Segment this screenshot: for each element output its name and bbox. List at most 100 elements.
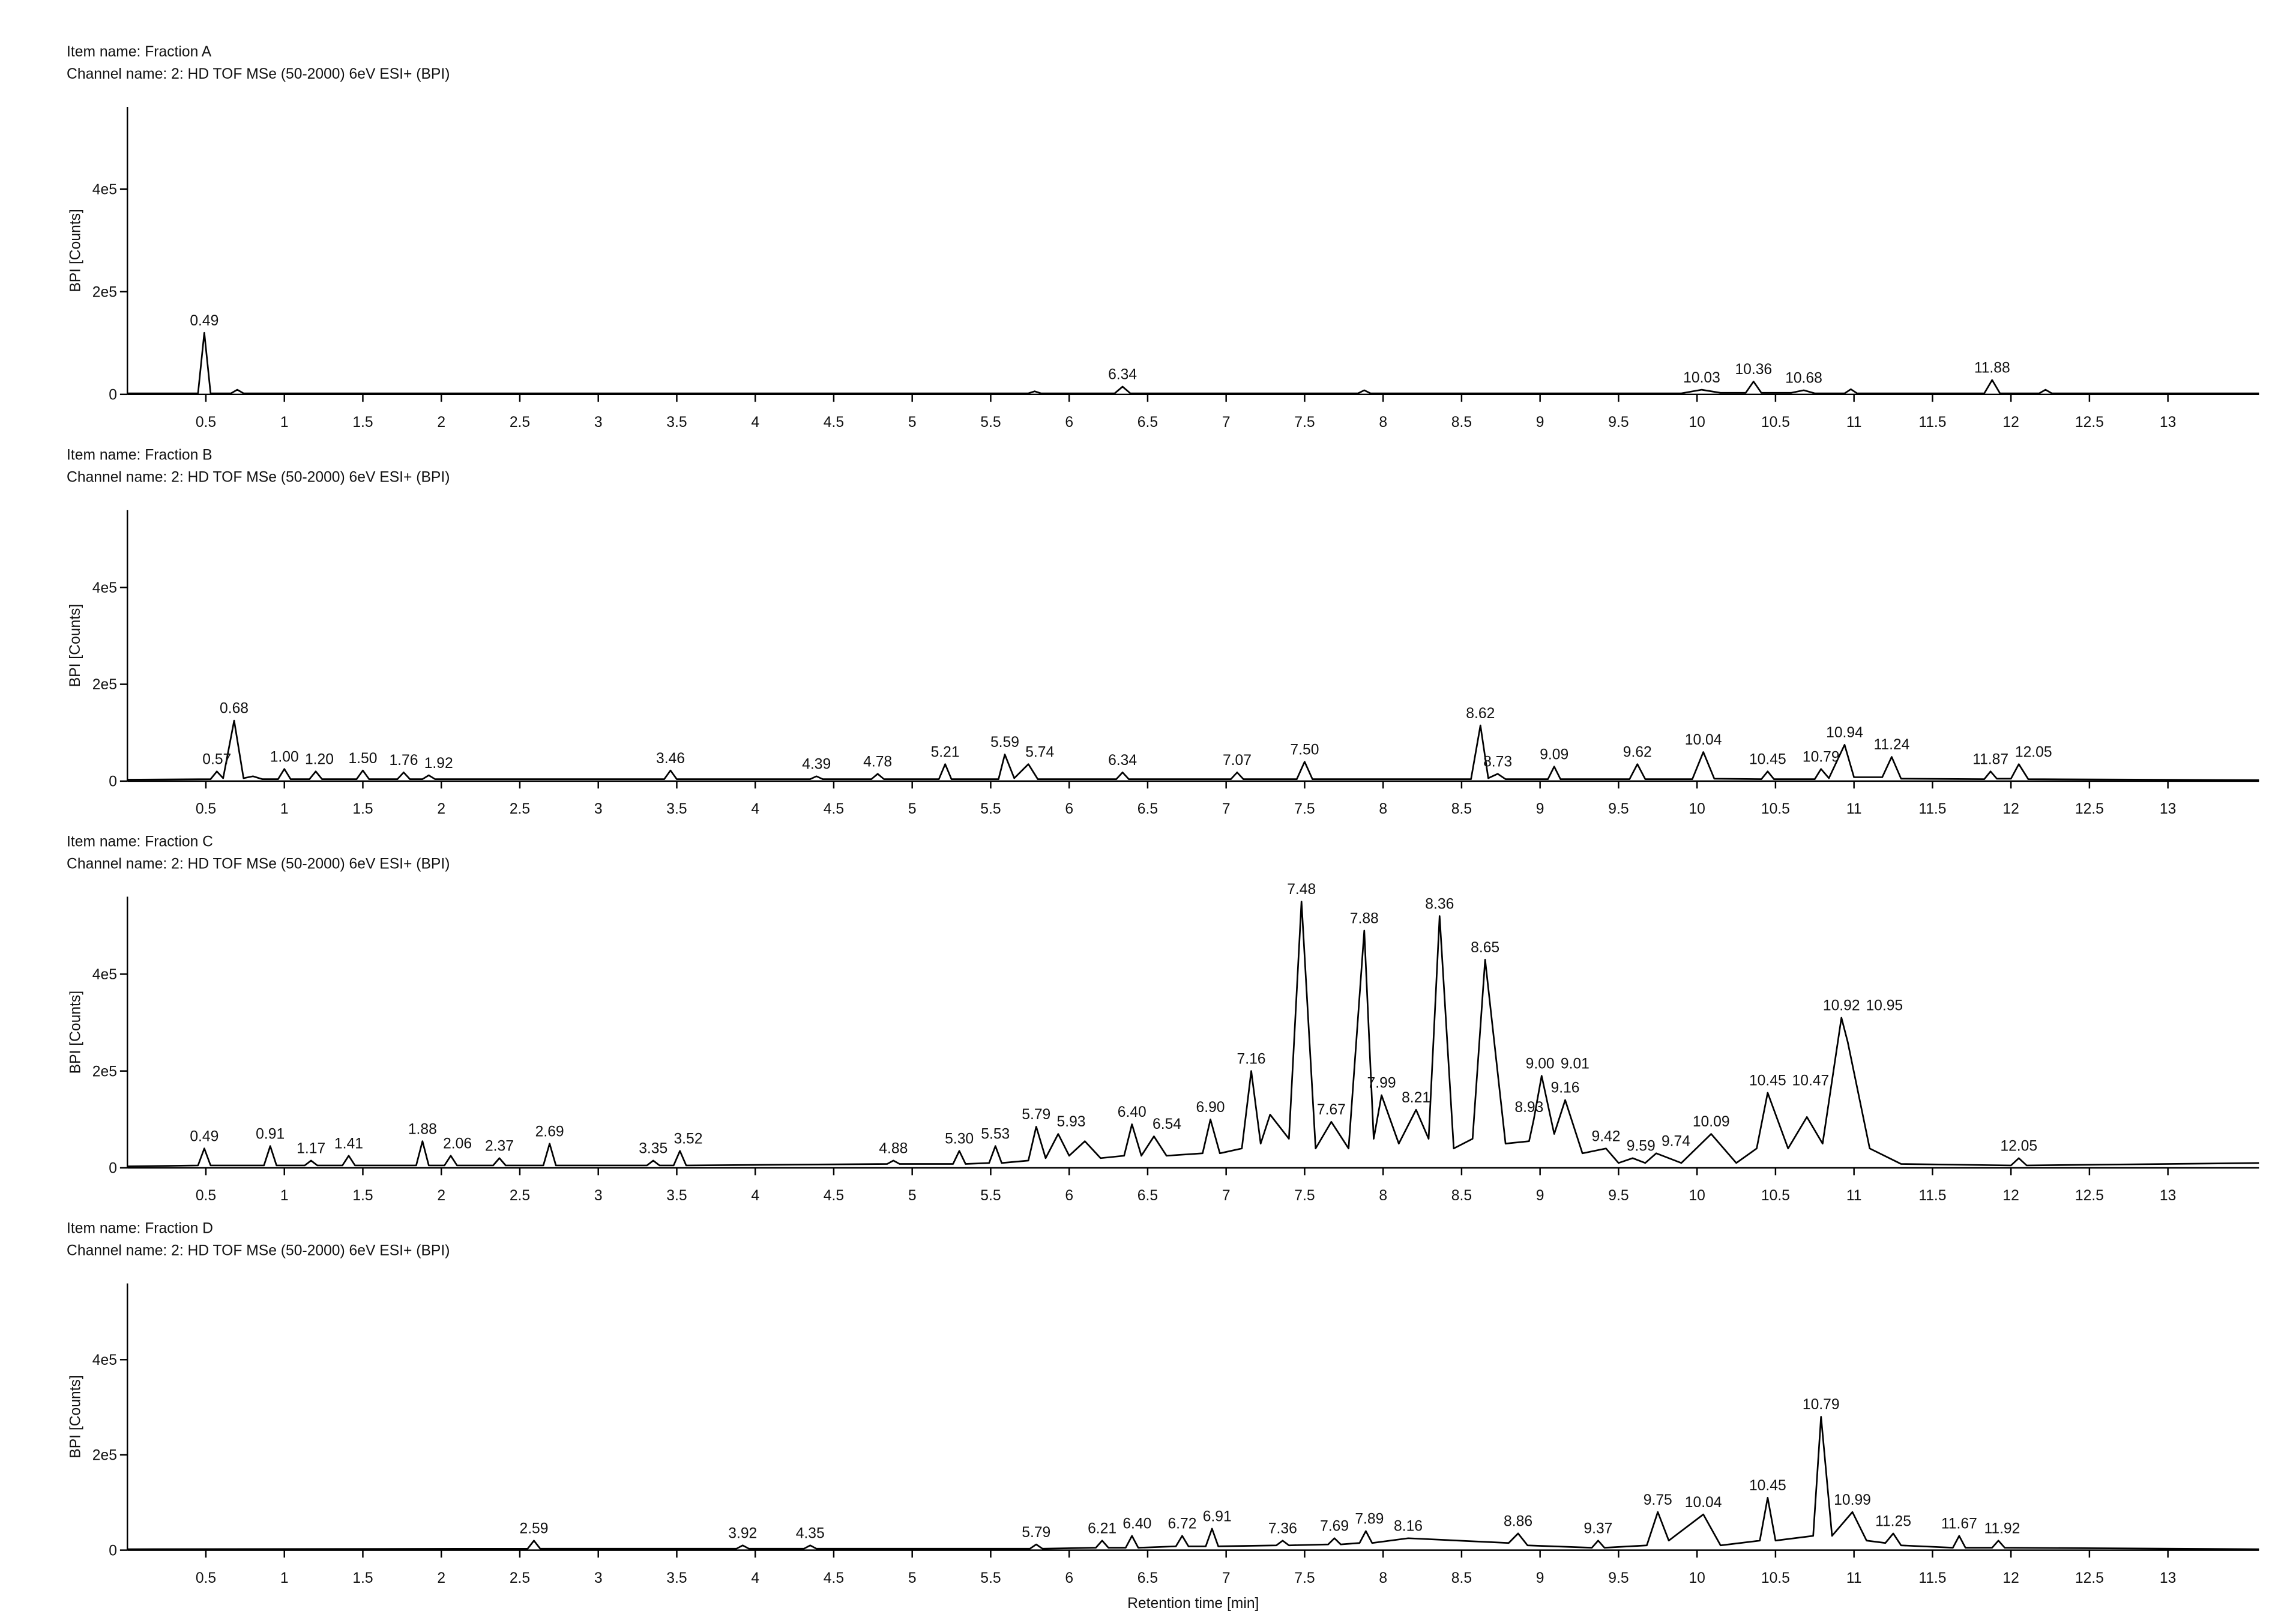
channel-name: Channel name: 2: HD TOF MSe (50-2000) 6e… <box>67 856 450 872</box>
x-tick-label: 8 <box>1379 801 1387 817</box>
y-axis-label: BPI [Counts] <box>67 209 83 292</box>
x-tick-label: 5.5 <box>980 1570 1001 1586</box>
trace-line <box>127 901 2259 1167</box>
peak-label: 7.48 <box>1287 881 1316 898</box>
peak-label: 12.05 <box>2000 1138 2037 1154</box>
peak-label: 7.99 <box>1367 1075 1396 1092</box>
x-tick-label: 10 <box>1689 414 1705 431</box>
x-tick-label: 0.5 <box>196 414 216 431</box>
trace-line <box>127 331 2259 394</box>
peak-label: 11.67 <box>1941 1516 1977 1532</box>
x-tick-label: 12 <box>2002 801 2019 817</box>
x-tick-label: 8 <box>1379 1188 1387 1204</box>
x-tick-label: 2.5 <box>510 801 530 817</box>
x-tick-label: 10.5 <box>1761 1188 1790 1204</box>
peak-label: 9.16 <box>1551 1080 1580 1096</box>
x-tick-label: 1.5 <box>352 414 373 431</box>
x-tick-label: 3 <box>594 1188 603 1204</box>
x-tick-label: 8 <box>1379 414 1387 431</box>
y-tick-label: 0 <box>109 1543 117 1559</box>
peak-label: 10.94 <box>1826 725 1863 741</box>
x-tick-label: 1.5 <box>352 1570 373 1586</box>
peak-label: 10.04 <box>1685 732 1722 748</box>
trace-line <box>127 1416 2259 1550</box>
x-tick-label: 4.5 <box>824 801 844 817</box>
x-tick-label: 10.5 <box>1761 1570 1790 1586</box>
x-tick-label: 2 <box>437 414 445 431</box>
x-tick-label: 11 <box>1846 801 1862 817</box>
x-tick-label: 6 <box>1065 1188 1073 1204</box>
x-tick-label: 9 <box>1536 1570 1544 1586</box>
x-tick-label: 12 <box>2002 414 2019 431</box>
peak-label: 5.74 <box>1025 744 1054 760</box>
peak-label: 6.54 <box>1153 1116 1181 1132</box>
x-tick-label: 5 <box>908 414 917 431</box>
x-tick-label: 9.5 <box>1608 414 1629 431</box>
x-tick-label: 10.5 <box>1761 801 1790 817</box>
item-name: Item name: Fraction B <box>67 447 212 463</box>
peak-label: 10.79 <box>1803 1397 1840 1413</box>
peak-label: 1.17 <box>297 1141 325 1157</box>
peak-label: 2.06 <box>443 1135 472 1152</box>
peak-label: 10.03 <box>1683 370 1720 386</box>
x-tick-label: 9.5 <box>1608 1570 1629 1586</box>
peak-label: 7.89 <box>1355 1511 1384 1528</box>
peak-label: 0.57 <box>202 751 231 767</box>
peak-label: 7.36 <box>1268 1520 1297 1537</box>
y-tick-label: 4e5 <box>92 181 117 198</box>
x-tick-label: 6 <box>1065 1570 1073 1586</box>
x-tick-label: 6.5 <box>1137 801 1158 817</box>
x-tick-label: 4 <box>751 1570 759 1586</box>
peak-label: 6.40 <box>1122 1516 1151 1532</box>
x-tick-label: 7.5 <box>1294 1570 1315 1586</box>
peak-label: 3.52 <box>673 1131 702 1147</box>
peak-label: 7.67 <box>1317 1102 1346 1118</box>
peak-label: 5.21 <box>931 744 960 760</box>
y-tick-label: 4e5 <box>92 967 117 983</box>
x-tick-label: 12.5 <box>2075 801 2104 817</box>
item-name: Item name: Fraction A <box>67 44 212 60</box>
x-tick-label: 13 <box>2160 1188 2176 1204</box>
peak-label: 4.39 <box>802 756 831 772</box>
peak-label: 2.37 <box>485 1138 514 1154</box>
peak-label: 3.92 <box>728 1525 757 1541</box>
peak-label: 1.88 <box>408 1121 437 1137</box>
peak-label: 8.16 <box>1394 1518 1423 1534</box>
x-tick-label: 11 <box>1846 1570 1862 1586</box>
y-tick-label: 4e5 <box>92 1352 117 1368</box>
peak-label: 10.45 <box>1749 751 1786 767</box>
x-tick-label: 6.5 <box>1137 1570 1158 1586</box>
x-tick-label: 2 <box>437 1570 445 1586</box>
x-tick-label: 10 <box>1689 1570 1705 1586</box>
peak-label: 9.00 <box>1526 1056 1555 1072</box>
x-tick-label: 5 <box>908 801 917 817</box>
x-tick-label: 1.5 <box>352 1188 373 1204</box>
x-tick-label: 3 <box>594 801 603 817</box>
peak-label: 11.24 <box>1873 737 1909 753</box>
x-tick-label: 11 <box>1846 1188 1862 1204</box>
peak-label: 8.62 <box>1466 706 1495 722</box>
x-tick-label: 1 <box>280 1570 289 1586</box>
x-tick-label: 6.5 <box>1137 414 1158 431</box>
x-tick-label: 12 <box>2002 1188 2019 1204</box>
x-tick-label: 6.5 <box>1137 1188 1158 1204</box>
peak-label: 6.72 <box>1168 1516 1196 1532</box>
x-tick-label: 13 <box>2160 414 2176 431</box>
x-tick-label: 3.5 <box>666 414 687 431</box>
x-tick-label: 3.5 <box>666 1570 687 1586</box>
x-tick-label: 9.5 <box>1608 1188 1629 1204</box>
x-tick-label: 2.5 <box>510 1188 530 1204</box>
peak-label: 3.46 <box>656 751 685 767</box>
y-tick-label: 2e5 <box>92 677 117 693</box>
peak-label: 10.09 <box>1693 1114 1730 1130</box>
peak-label: 0.49 <box>190 313 218 329</box>
x-tick-label: 0.5 <box>196 1570 216 1586</box>
y-tick-label: 2e5 <box>92 1448 117 1464</box>
peak-label: 6.21 <box>1088 1520 1116 1537</box>
peak-label: 10.36 <box>1735 361 1772 378</box>
peak-label: 0.68 <box>220 701 249 717</box>
peak-label: 10.45 <box>1749 1073 1786 1089</box>
peak-label: 6.34 <box>1108 367 1137 383</box>
peak-label: 12.05 <box>2015 744 2052 760</box>
